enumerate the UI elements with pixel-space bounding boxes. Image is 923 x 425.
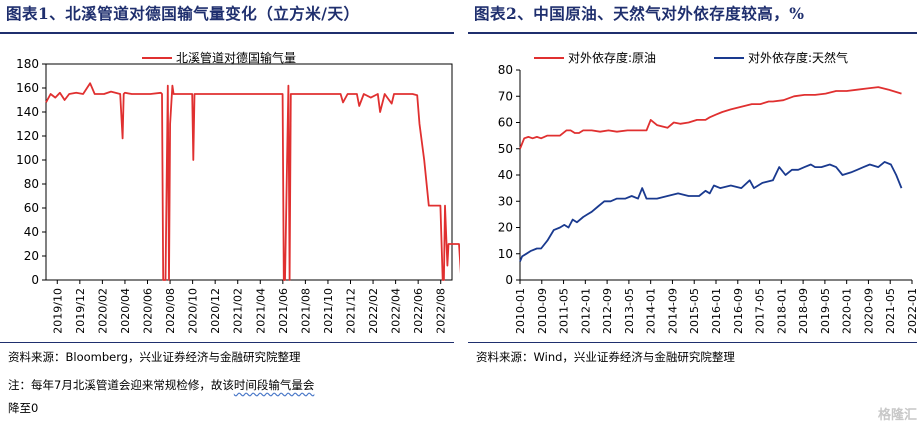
series-line-1 bbox=[519, 161, 903, 262]
left-chart: 0 20 40 60 80 100 120 140 160 180 2019/10 2019/12 20… bbox=[16, 50, 460, 334]
x-tick-label: 2020/10 bbox=[187, 288, 200, 334]
left-panel: 图表1、北溪管道对德国输气量变化（立方米/天） 0 20 40 60 80 100 120 1… bbox=[0, 0, 460, 425]
y-tick-label: 60 bbox=[24, 201, 39, 215]
left-chart-title: 图表1、北溪管道对德国输气量变化（立方米/天） bbox=[6, 4, 360, 23]
y-tick-label: 140 bbox=[16, 105, 39, 119]
y-tick-label: 10 bbox=[498, 247, 513, 261]
x-tick-label: 2019/10 bbox=[51, 288, 64, 334]
x-tick-label: 2020-01 bbox=[841, 288, 854, 334]
right-panel: 图表2、中国原油、天然气对外依存度较高，% 0 10 20 30 40 50 60 70 80 2… bbox=[468, 0, 923, 425]
left-title-rule bbox=[0, 32, 454, 34]
y-tick-label: 180 bbox=[16, 57, 39, 71]
x-tick-label: 2012-09 bbox=[601, 288, 614, 334]
y-tick-label: 0 bbox=[505, 273, 513, 287]
right-chart: 0 10 20 30 40 50 60 70 80 2010-01 2010-09 2011-05 20… bbox=[498, 50, 919, 334]
x-tick-label: 2019/12 bbox=[74, 288, 87, 334]
x-tick-label: 2022/08 bbox=[435, 288, 448, 334]
right-title-rule bbox=[468, 32, 917, 34]
y-tick-label: 30 bbox=[498, 194, 513, 208]
legend-label-0: 对外依存度:原油 bbox=[568, 50, 656, 65]
x-tick-label: 2020/02 bbox=[96, 288, 109, 334]
y-tick-label: 40 bbox=[498, 168, 513, 182]
x-tick-label: 2020/04 bbox=[119, 288, 132, 334]
x-tick-label: 2021/06 bbox=[277, 288, 290, 334]
x-tick-label: 2013-05 bbox=[623, 288, 636, 334]
y-tick-label: 80 bbox=[24, 177, 39, 191]
legend-label-1: 对外依存度:天然气 bbox=[748, 50, 848, 65]
left-note-text-1: 注：每年7月北溪管道会迎来常规检修，故该 bbox=[8, 378, 234, 392]
y-tick-label: 100 bbox=[16, 153, 39, 167]
y-tick-label: 60 bbox=[498, 116, 513, 130]
x-tick-label: 2014-01 bbox=[645, 288, 658, 334]
x-tick-label: 2014-09 bbox=[666, 288, 679, 334]
legend-label-0: 北溪管道对德国输气量 bbox=[176, 50, 296, 65]
watermark-logo: 格隆汇 bbox=[877, 408, 917, 423]
y-tick-label: 40 bbox=[24, 225, 39, 239]
x-tick-label: 2021-05 bbox=[884, 288, 897, 334]
x-tick-label: 2021/08 bbox=[299, 288, 312, 334]
x-tick-label: 2020-09 bbox=[862, 288, 875, 334]
y-tick-label: 70 bbox=[498, 89, 513, 103]
x-tick-label: 2016-09 bbox=[732, 288, 745, 334]
y-tick-label: 20 bbox=[498, 221, 513, 235]
x-tick-label: 2018-01 bbox=[775, 288, 788, 334]
right-source-rule bbox=[468, 342, 917, 343]
x-tick-label: 2021/10 bbox=[322, 288, 335, 334]
series-line-0 bbox=[45, 82, 460, 281]
left-note-text-2: 时间段输气量会 bbox=[233, 378, 315, 392]
x-tick-label: 2020/12 bbox=[209, 288, 222, 334]
x-tick-label: 2021/12 bbox=[345, 288, 358, 334]
plot-frame bbox=[45, 63, 453, 281]
x-tick-label: 2012-01 bbox=[579, 288, 592, 334]
y-tick-label: 20 bbox=[24, 249, 39, 263]
x-tick-label: 2017-05 bbox=[754, 288, 767, 334]
y-tick-label: 0 bbox=[31, 273, 39, 287]
x-tick-label: 2021/02 bbox=[232, 288, 245, 334]
x-tick-label: 2022/06 bbox=[412, 288, 425, 334]
left-note: 注：每年7月北溪管道会迎来常规检修，故该时间段输气量会降至0 bbox=[8, 374, 458, 420]
x-tick-label: 2019-05 bbox=[819, 288, 832, 334]
y-tick-label: 160 bbox=[16, 81, 39, 95]
x-tick-label: 2020/08 bbox=[164, 288, 177, 334]
series-line-0 bbox=[519, 86, 902, 150]
right-source: 资料来源：Wind，兴业证券经济与金融研究院整理 bbox=[476, 350, 735, 364]
x-tick-label: 2022-01 bbox=[906, 288, 919, 334]
x-tick-label: 2022/04 bbox=[390, 288, 403, 334]
y-tick-label: 80 bbox=[498, 63, 513, 77]
y-tick-label: 120 bbox=[16, 129, 39, 143]
x-tick-label: 2010-09 bbox=[536, 288, 549, 334]
right-chart-title: 图表2、中国原油、天然气对外依存度较高，% bbox=[474, 4, 805, 23]
x-tick-label: 2011-05 bbox=[558, 288, 571, 334]
x-tick-label: 2020/06 bbox=[142, 288, 155, 334]
x-tick-label: 2022/02 bbox=[367, 288, 380, 334]
x-tick-label: 2018-09 bbox=[797, 288, 810, 334]
y-tick-label: 50 bbox=[498, 142, 513, 156]
x-tick-label: 2016-01 bbox=[710, 288, 723, 334]
x-tick-label: 2015-05 bbox=[688, 288, 701, 334]
left-note-text-3: 降至0 bbox=[8, 401, 39, 415]
left-source: 资料来源：Bloomberg，兴业证券经济与金融研究院整理 bbox=[8, 350, 301, 364]
x-tick-label: 2021/04 bbox=[254, 288, 267, 334]
left-source-rule bbox=[0, 342, 454, 343]
x-tick-label: 2010-01 bbox=[514, 288, 527, 334]
